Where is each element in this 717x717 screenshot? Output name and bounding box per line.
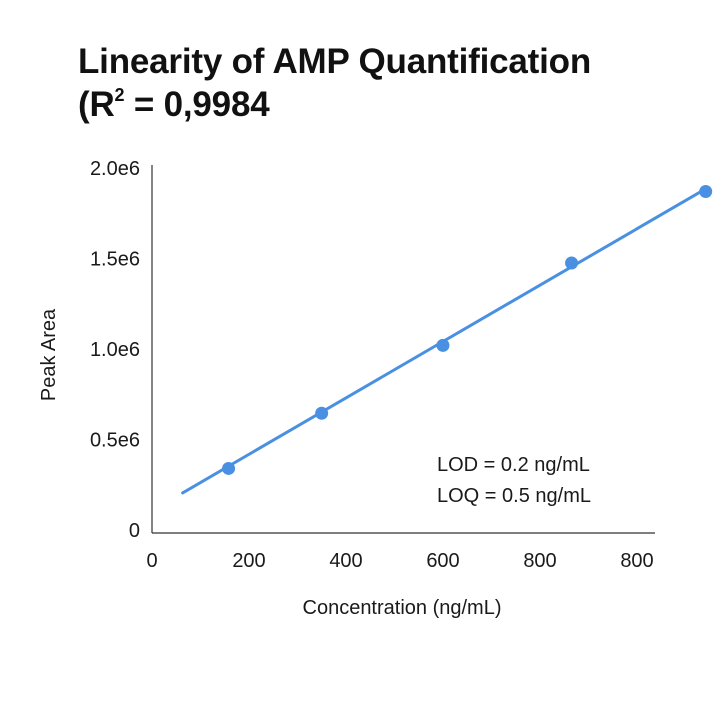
y-tick-label: 0.5e6 — [90, 430, 140, 452]
y-tick-label: 1.0e6 — [90, 339, 140, 361]
chart-title-r: (R — [78, 85, 115, 124]
chart-title-line2: (R2 = 0,9984 — [78, 83, 591, 126]
data-point — [222, 461, 236, 475]
y-tick-label: 2.0e6 — [90, 158, 140, 180]
chart-title-r-value: = 0,9984 — [124, 85, 270, 124]
x-tick-label: 200 — [232, 550, 265, 572]
data-point — [565, 256, 579, 270]
annotation-loq: LOQ = 0.5 ng/mL — [437, 485, 591, 507]
y-tick-label: 0 — [129, 520, 140, 542]
data-point — [315, 406, 329, 420]
data-point — [699, 185, 713, 199]
x-axis-label: Concentration (ng/mL) — [303, 597, 502, 619]
chart-title-line1: Linearity of AMP Quantification — [78, 42, 592, 81]
chart-title-superscript: 2 — [114, 85, 125, 105]
y-axis-label: Peak Area — [38, 308, 60, 401]
data-point — [436, 338, 450, 352]
x-tick-label: 400 — [329, 550, 362, 572]
y-tick-label: 1.5e6 — [90, 249, 140, 271]
x-tick-label: 0 — [146, 550, 157, 572]
x-tick-label: 800 — [523, 550, 556, 572]
x-tick-label: 800 — [620, 550, 653, 572]
x-tick-label: 600 — [426, 550, 459, 572]
chart-title: Linearity of AMP Quantification (R2 = 0,… — [78, 40, 591, 126]
annotation-lod: LOD = 0.2 ng/mL — [437, 454, 590, 476]
